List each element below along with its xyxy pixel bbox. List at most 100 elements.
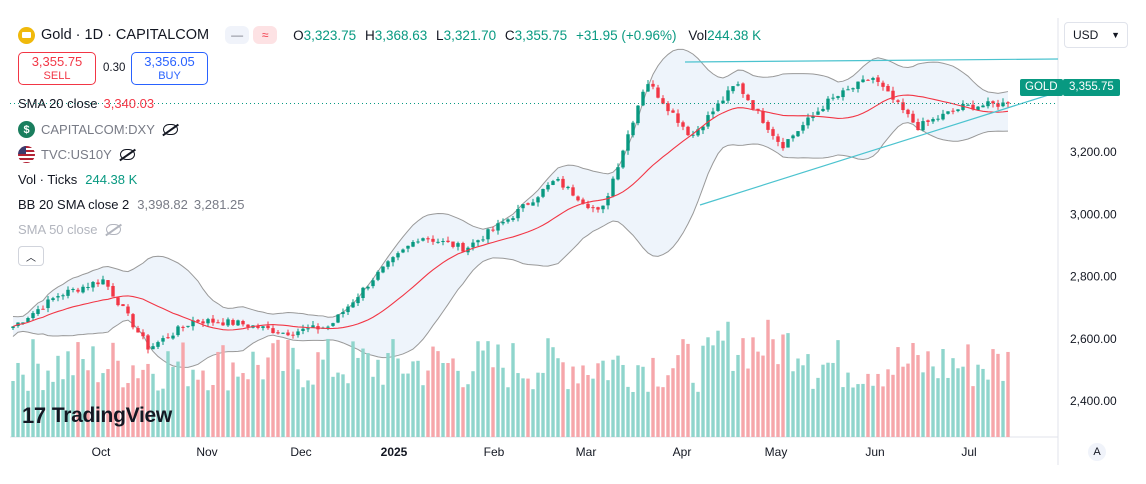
volume-bar (626, 386, 630, 437)
candle-body (626, 134, 630, 151)
candle-body (271, 328, 275, 334)
volume-bar (911, 343, 915, 437)
candle-body (101, 279, 105, 285)
volume-bar (741, 338, 745, 437)
volume-bar (121, 387, 125, 437)
candle-body (446, 240, 450, 243)
hidden-eye-icon[interactable] (162, 124, 178, 135)
hidden-eye-icon[interactable] (119, 149, 135, 160)
candle-body (906, 109, 910, 115)
candle-body (631, 122, 635, 136)
buy-button[interactable]: 3,356.05 BUY (131, 52, 208, 85)
candle-body (81, 286, 85, 293)
volume-bar (246, 379, 250, 437)
volume-bar (201, 370, 205, 437)
volume-bar (701, 345, 705, 437)
candle-body (901, 102, 905, 111)
candle-body (511, 218, 515, 220)
volume-bar (511, 343, 515, 437)
candle-body (191, 320, 195, 327)
volume-bar (226, 390, 230, 437)
volume-bar (211, 385, 215, 437)
volume-bar (891, 374, 895, 437)
candle-body (556, 178, 560, 181)
volume-bar (606, 380, 610, 437)
candle-body (361, 287, 365, 299)
gold-logo-icon (18, 26, 35, 44)
volume-bar (176, 361, 180, 437)
volume-bar (816, 377, 820, 437)
candle-body (756, 108, 760, 111)
volume-bar (561, 362, 565, 437)
candle-body (936, 118, 940, 120)
candle-body (801, 125, 805, 131)
eye-icon[interactable]: — (225, 26, 250, 44)
candle-body (276, 332, 280, 334)
legend-bollinger[interactable]: BB 20 SMA close 2 3,398.82 3,281.25 (18, 197, 245, 212)
volume-bar (456, 370, 460, 437)
candle-body (51, 298, 55, 300)
candle-body (831, 97, 835, 99)
volume-bar (501, 367, 505, 437)
candle-body (36, 309, 40, 314)
candle-body (696, 129, 700, 136)
candle-body (396, 253, 400, 258)
hidden-eye-icon[interactable] (105, 224, 121, 235)
candle-body (186, 325, 190, 327)
candle-body (966, 104, 970, 106)
volume-bar (971, 386, 975, 437)
volume-bar (616, 355, 620, 437)
wave-icon[interactable]: ≈ (253, 26, 278, 44)
candle-body (976, 106, 980, 111)
volume-bar (236, 376, 240, 437)
sell-label: SELL (43, 70, 71, 82)
legend-sma50[interactable]: SMA 50 close (18, 222, 121, 237)
collapse-legend-button[interactable]: ︿ (18, 246, 44, 266)
volume-bar (41, 390, 45, 437)
candle-body (146, 335, 150, 350)
volume-bar (471, 371, 475, 437)
candle-body (621, 150, 625, 168)
volume-bar (171, 366, 175, 437)
candle-body (571, 187, 575, 196)
candle-body (496, 223, 500, 231)
sell-button[interactable]: 3,355.75 SELL (18, 52, 96, 85)
candle-body (301, 328, 305, 331)
candle-body (736, 84, 740, 86)
volume-bar (841, 387, 845, 437)
candle-body (181, 326, 185, 328)
candle-body (196, 319, 200, 322)
candle-body (671, 110, 675, 113)
candle-body (826, 98, 830, 110)
auto-scale-button[interactable]: A (1088, 443, 1106, 461)
volume-bar (466, 384, 470, 437)
volume-bar (621, 364, 625, 437)
volume-bar (271, 343, 275, 437)
candle-body (821, 108, 825, 112)
candle-body (71, 289, 75, 291)
legend-sma20[interactable]: SMA 20 close 3,340.03 (18, 96, 155, 111)
symbol-title[interactable]: Gold · 1D · CAPITALCOM (41, 27, 210, 43)
currency-select[interactable]: USD ▼ (1064, 22, 1128, 48)
legend-us10y[interactable]: TVC:US10Y (18, 146, 135, 163)
volume-bar (986, 379, 990, 437)
candle-body (26, 318, 30, 322)
volume-bar (351, 341, 355, 437)
volume-bar (836, 340, 840, 437)
candle-body (741, 83, 745, 94)
candle-body (151, 346, 155, 350)
candle-body (786, 139, 790, 148)
y-tick-label: 3,000.00 (1070, 207, 1117, 221)
volume-bar (161, 388, 165, 437)
x-tick-label: Jul (961, 445, 976, 459)
candle-body (11, 326, 15, 329)
volume-bar (166, 351, 170, 437)
volume-bar (901, 366, 905, 437)
volume-bar (91, 346, 95, 437)
volume-bar (431, 346, 435, 437)
legend-volume[interactable]: Vol · Ticks 244.38 K (18, 172, 138, 187)
tradingview-logo[interactable]: 17 TradingView (22, 403, 172, 428)
volume-bar (551, 347, 555, 437)
legend-dxy[interactable]: $ CAPITALCOM:DXY (18, 121, 178, 138)
